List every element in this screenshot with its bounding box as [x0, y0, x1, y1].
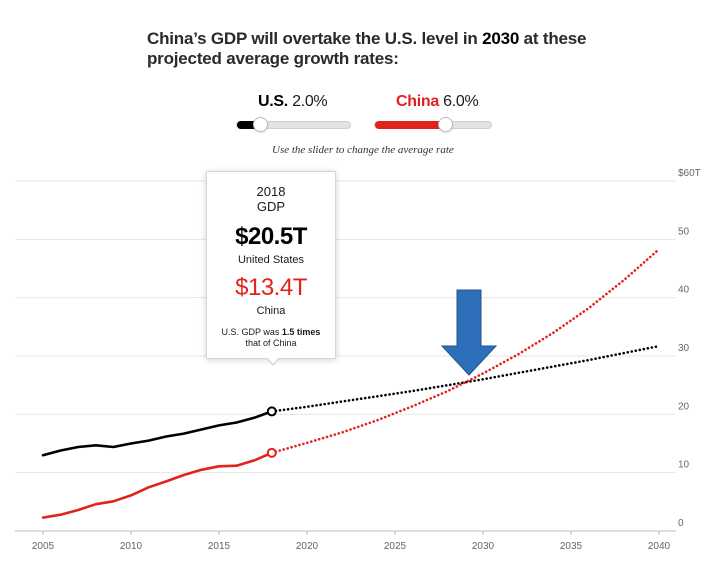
tooltip-china-value: $13.4T	[235, 274, 307, 301]
us-slider-fill	[237, 121, 260, 129]
us-rate-value: 2.0%	[292, 93, 328, 110]
x-tick-label-2020: 2020	[296, 541, 319, 552]
x-tick-label-2025: 2025	[384, 541, 407, 552]
marker-us-2018	[266, 406, 277, 417]
slider-hint: Use the slider to change the average rat…	[272, 144, 454, 156]
series-line-2	[41, 451, 274, 519]
x-tick-label-2015: 2015	[208, 541, 231, 552]
y-tick-label-50: 50	[678, 226, 690, 237]
tooltip-gdp-label: GDP	[256, 199, 286, 214]
y-tick-label-20: 20	[678, 401, 690, 412]
marker-china-2018	[266, 447, 277, 458]
china-slider-thumb[interactable]	[437, 117, 453, 132]
x-tick-label-2005: 2005	[32, 541, 55, 552]
y-tick-label-30: 30	[678, 343, 690, 354]
tooltip-china-name: China	[256, 305, 286, 317]
y-tick-label-10: 10	[678, 460, 690, 471]
china-country-name: China	[396, 93, 439, 110]
series-line-1	[270, 344, 661, 413]
us-slider-thumb[interactable]	[252, 117, 268, 132]
x-tick-label-2010: 2010	[120, 541, 143, 552]
china-rate-value: 6.0%	[443, 93, 479, 110]
china-rate-slider[interactable]	[374, 117, 492, 132]
us-rate-slider[interactable]	[236, 117, 351, 132]
us-rate-label: U.S. 2.0%	[258, 92, 328, 112]
tooltip-us-value: $20.5T	[235, 223, 307, 250]
chart-title: China’s GDP will overtake the U.S. level…	[147, 29, 587, 68]
x-tick-label-2035: 2035	[560, 541, 583, 552]
china-rate-label: China 6.0%	[396, 92, 479, 112]
x-tick-label-2040: 2040	[648, 541, 671, 552]
us-country-name: U.S.	[258, 93, 288, 110]
tooltip-ratio-note: U.S. GDP was 1.5 times that of China	[221, 327, 321, 348]
tooltip-us-name: United States	[237, 254, 305, 266]
y-tick-label-40: 40	[678, 285, 690, 296]
crossover-arrow-icon	[440, 289, 498, 376]
series-line-3	[270, 248, 661, 455]
series-line-0	[41, 410, 274, 457]
y-tick-label-0: 0	[678, 518, 684, 529]
china-slider-fill	[375, 121, 445, 129]
y-tick-label-60: $60T	[678, 168, 701, 179]
gdp-tooltip: 2018 GDP $20.5T United States $13.4T Chi…	[206, 171, 336, 366]
x-tick-label-2030: 2030	[472, 541, 495, 552]
tooltip-year: 2018	[256, 184, 286, 199]
